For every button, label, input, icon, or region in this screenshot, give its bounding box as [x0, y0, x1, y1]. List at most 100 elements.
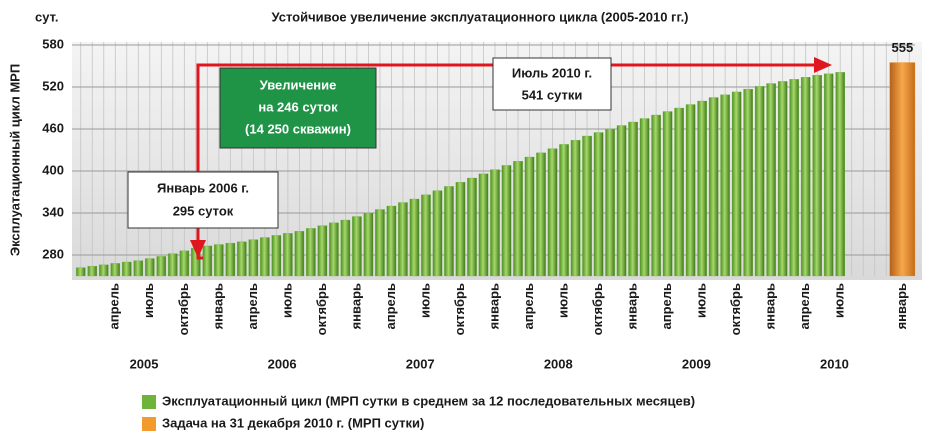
bar — [340, 219, 351, 277]
bar — [248, 239, 259, 277]
bar — [99, 264, 109, 277]
y-axis-label: Эксплуатационный цикл МРП — [7, 64, 22, 256]
bar — [329, 222, 339, 277]
bar — [743, 88, 753, 277]
bar — [122, 261, 132, 277]
x-tick-label: июль — [417, 283, 432, 318]
bar — [766, 83, 776, 277]
legend-swatch — [142, 417, 156, 431]
bar — [662, 111, 673, 277]
bar — [76, 267, 86, 277]
bar — [593, 132, 604, 277]
bar — [386, 205, 397, 277]
bar — [835, 72, 845, 277]
bar — [87, 266, 98, 277]
bar — [363, 212, 374, 277]
bar — [145, 258, 155, 277]
y-tick-label: 460 — [42, 120, 64, 135]
bar — [432, 190, 443, 277]
y-tick-label: 580 — [42, 36, 64, 51]
bar — [685, 104, 696, 277]
y-tick-label: 280 — [42, 246, 64, 261]
bar — [375, 209, 385, 277]
y-tick-label: 340 — [42, 204, 64, 219]
callout-text: Увеличение — [260, 77, 337, 92]
bar — [283, 233, 293, 277]
bar — [800, 77, 811, 277]
legend-swatch — [142, 395, 156, 409]
callout-text: на 246 суток — [258, 99, 338, 114]
callout-text: (14 250 скважин) — [245, 121, 351, 136]
callout: Январь 2006 г. 295 суток — [127, 171, 279, 229]
y-tick-label: 520 — [42, 78, 64, 93]
x-tick-label: апрель — [383, 283, 398, 330]
x-tick-label: январь — [348, 283, 363, 329]
bar — [168, 253, 178, 277]
year-label: 2008 — [544, 356, 573, 371]
x-tick-label: октябрь — [176, 283, 191, 335]
bar — [547, 148, 558, 277]
callout-text: Январь 2006 г. — [157, 180, 249, 195]
bar — [294, 231, 305, 277]
x-tick-label: январь — [625, 283, 640, 329]
x-tick-label: июль — [279, 283, 294, 318]
x-tick-label: октябрь — [590, 283, 605, 335]
bar — [306, 228, 316, 277]
x-tick-label: апрель — [659, 283, 674, 330]
x-tick-label: январь — [763, 283, 778, 329]
bar — [697, 100, 707, 277]
bar — [179, 250, 190, 277]
bar — [455, 182, 466, 277]
bar — [214, 244, 224, 277]
bar — [110, 263, 121, 277]
x-tick-label: апрель — [245, 283, 260, 330]
bar — [628, 121, 638, 277]
year-label: 2005 — [130, 356, 159, 371]
bar — [467, 177, 477, 277]
x-tick-label: октябрь — [452, 283, 467, 335]
bar — [237, 241, 247, 277]
x-tick-label: январь — [486, 283, 501, 329]
y-unit: сут. — [35, 9, 58, 24]
bar — [444, 186, 454, 277]
bar — [524, 156, 535, 277]
bar — [812, 74, 822, 277]
x-tick-label: октябрь — [728, 283, 743, 335]
y-tick-label: 400 — [42, 162, 64, 177]
year-label: 2007 — [406, 356, 435, 371]
legend-label: Задача на 31 декабря 2010 г. (МРП сутки) — [162, 415, 424, 430]
x-tick-label: апрель — [797, 283, 812, 330]
bar — [271, 235, 282, 277]
bar — [823, 73, 834, 277]
x-tick-label: июль — [555, 283, 570, 318]
year-label: 2006 — [268, 356, 297, 371]
bar — [720, 94, 730, 277]
bar — [570, 140, 581, 277]
bar — [501, 165, 512, 277]
callout-text: 541 сутки — [522, 87, 583, 102]
bar — [789, 79, 799, 277]
callout-text: 295 суток — [173, 203, 234, 218]
x-tick-label: апрель — [107, 283, 122, 330]
bar — [582, 135, 592, 277]
bar — [605, 128, 615, 277]
bar — [260, 237, 270, 277]
bar — [156, 256, 167, 277]
bar — [421, 194, 431, 277]
bar — [754, 86, 765, 277]
bar — [708, 97, 719, 277]
bar — [409, 198, 420, 277]
x-tick-label: январь — [894, 283, 909, 329]
x-tick-label: апрель — [521, 283, 536, 330]
bar — [616, 125, 627, 277]
bar — [536, 152, 546, 277]
bar — [352, 216, 362, 277]
x-tick-label: июль — [141, 283, 156, 318]
bar — [490, 169, 500, 277]
bar — [225, 242, 236, 277]
data-label: 555 — [891, 40, 913, 55]
bar — [317, 225, 328, 277]
bar — [202, 245, 213, 277]
x-tick-label: октябрь — [314, 283, 329, 335]
